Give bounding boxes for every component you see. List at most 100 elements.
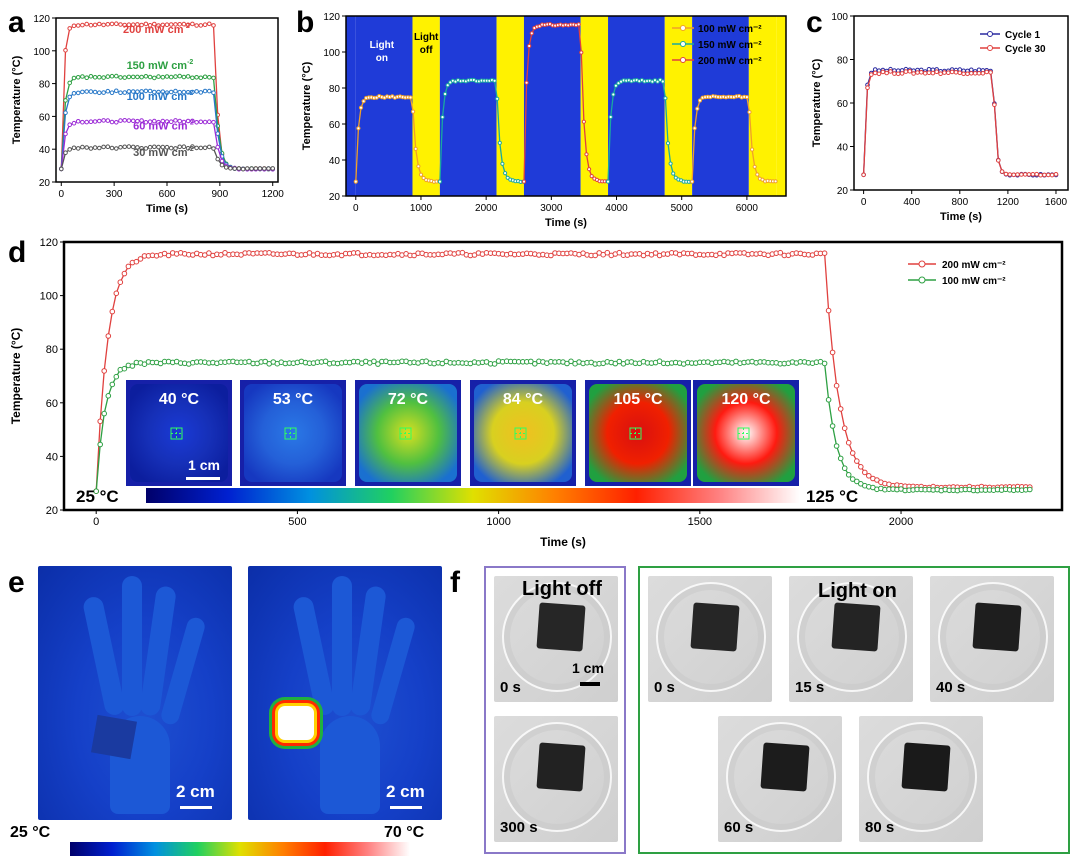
data-point	[88, 22, 94, 28]
petri-dish	[938, 582, 1048, 692]
data-point	[892, 71, 897, 76]
finger-shape	[81, 595, 127, 717]
panel-label-e: e	[8, 566, 25, 599]
x-tick-label: 1200	[997, 197, 1020, 208]
data-point	[445, 83, 450, 88]
data-point	[160, 144, 166, 150]
legend: 200 mW cm⁻² 100 mW cm⁻²	[908, 260, 1006, 287]
data-point	[837, 406, 844, 412]
y-tick-label: 20	[837, 186, 849, 197]
data-point	[75, 119, 81, 124]
data-point	[257, 166, 263, 171]
x-tick-label: 1500	[688, 516, 712, 528]
data-point	[80, 89, 85, 95]
petri-dish	[502, 722, 612, 832]
data-point	[356, 126, 361, 131]
data-point	[1030, 172, 1036, 177]
x-axis-label: Time (s)	[940, 211, 982, 223]
thermal-temp-label: 105 °C	[613, 391, 663, 408]
panel-label-c: c	[806, 6, 823, 39]
data-point	[101, 368, 107, 374]
data-point	[114, 88, 119, 94]
series-label: 60 mW cm-2	[133, 120, 194, 133]
data-point	[88, 89, 94, 94]
y-axis-label: Temperature (°C)	[11, 55, 23, 144]
data-point	[177, 144, 182, 150]
data-point	[92, 75, 98, 80]
data-point	[1019, 172, 1024, 177]
data-point	[152, 75, 157, 81]
data-point	[829, 423, 836, 429]
panel-label-a: a	[8, 6, 25, 39]
data-point	[942, 70, 947, 75]
colorbar-e-min: 25 °C	[10, 824, 51, 841]
data-point	[109, 21, 115, 27]
petri-dish-photo: 0 s	[648, 576, 772, 702]
data-point	[63, 48, 68, 53]
legend-marker	[918, 260, 926, 268]
data-point	[521, 179, 527, 184]
thermal-image: 84 °C	[470, 380, 576, 486]
data-point	[529, 31, 534, 36]
petri-dish-photo: 60 s	[718, 716, 842, 842]
data-point	[97, 74, 102, 80]
x-tick-label: 800	[951, 197, 968, 208]
data-point	[114, 73, 119, 79]
x-tick-label: 0	[93, 516, 99, 528]
data-point	[84, 119, 89, 125]
data-point	[497, 140, 502, 145]
data-point	[777, 249, 784, 256]
data-point	[752, 164, 757, 169]
data-point	[215, 156, 220, 162]
black-film	[536, 742, 586, 792]
data-point	[181, 21, 187, 27]
panel-label-b: b	[296, 6, 315, 39]
series-30 mW cm⁻²	[59, 144, 276, 172]
petri-dish-photo: 300 s	[494, 716, 618, 842]
x-tick-label: 0	[353, 203, 359, 214]
data-point	[168, 89, 174, 95]
plot-frame	[62, 240, 1064, 512]
data-point	[97, 145, 102, 151]
data-point	[665, 141, 671, 146]
data-point	[491, 361, 498, 367]
petri-dish-photo: 15 s	[789, 576, 913, 702]
series-line	[862, 68, 1057, 176]
data-point	[118, 118, 123, 123]
data-point	[190, 144, 195, 149]
light-off-title: Light off	[522, 578, 602, 600]
data-point	[576, 22, 581, 27]
superscript: -2	[188, 120, 194, 127]
colorbar-d-min: 25 °C	[76, 487, 119, 506]
data-point	[88, 74, 94, 79]
data-point	[59, 166, 64, 172]
data-point	[413, 146, 418, 151]
finger-shape	[291, 595, 337, 717]
data-point	[152, 144, 157, 150]
x-tick-label: 5000	[671, 203, 694, 214]
data-point	[1015, 172, 1020, 177]
black-film	[536, 602, 586, 652]
data-point	[616, 358, 623, 365]
x-tick-label: 0	[59, 189, 65, 200]
y-tick-label: 100	[33, 47, 50, 58]
data-point	[198, 90, 204, 95]
data-point	[613, 83, 618, 88]
legend-label: 200 mW cm⁻²	[698, 56, 762, 67]
data-point	[75, 23, 81, 28]
data-point	[164, 144, 170, 150]
data-point	[262, 358, 269, 365]
frame-light-on	[638, 566, 1070, 854]
data-point	[440, 115, 445, 120]
legend-label: 150 mW cm⁻²	[698, 40, 762, 51]
data-point	[695, 106, 700, 111]
data-point	[71, 91, 77, 96]
data-point	[141, 361, 148, 367]
scale-bar	[180, 806, 212, 809]
data-point	[1011, 172, 1016, 178]
data-point	[164, 22, 170, 28]
scale-bar-label: 2 cm	[386, 782, 425, 801]
data-point	[907, 69, 913, 74]
data-point	[249, 166, 254, 171]
data-point	[355, 250, 361, 256]
